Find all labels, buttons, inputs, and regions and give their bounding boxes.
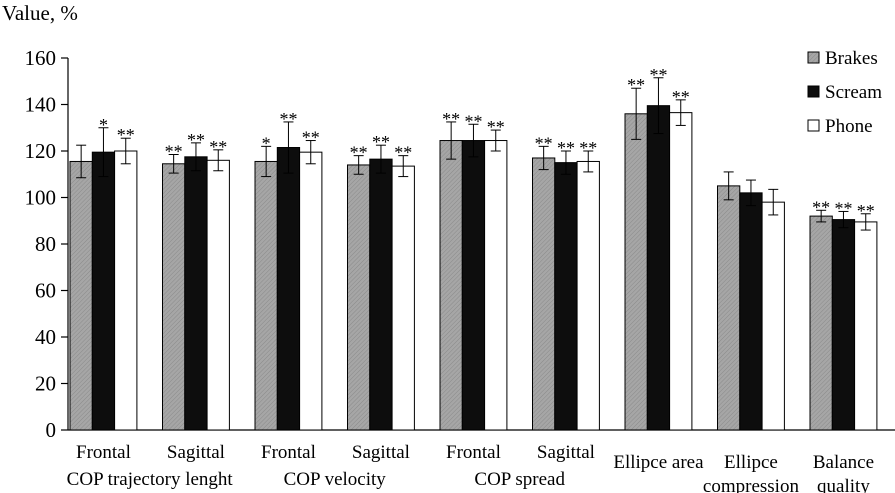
legend-swatch-phone [807, 119, 820, 132]
bar-scream-2 [184, 156, 208, 431]
y-tick-label: 140 [25, 93, 57, 117]
y-axis-label: Value, % [2, 1, 78, 25]
significance-label: ** [302, 128, 320, 148]
significance-label: ** [535, 133, 553, 153]
bar-brakes-2 [162, 163, 186, 431]
significance-label: ** [209, 137, 227, 157]
x-tick-label: compression [703, 476, 800, 493]
bar-brakes-8 [717, 185, 741, 431]
bar-phone-2 [206, 159, 230, 431]
bar-scream-8 [739, 192, 763, 431]
x-group-label: COP velocity [284, 469, 387, 490]
significance-label: ** [165, 141, 183, 161]
significance-label: ** [442, 109, 460, 129]
y-tick-label: 40 [35, 325, 56, 349]
x-tick-label: Ellipce area [613, 452, 704, 473]
x-group-label: COP spread [474, 469, 565, 490]
significance-label: * [99, 115, 108, 135]
significance-label: * [262, 133, 271, 153]
bar-phone-7 [669, 112, 693, 431]
legend-swatch-scream [807, 85, 820, 98]
significance-label: ** [350, 143, 368, 163]
bar-brakes-4 [347, 164, 371, 431]
x-tick-label: Frontal [446, 442, 501, 463]
y-tick-label: 160 [25, 46, 57, 70]
bar-phone-8 [761, 201, 785, 431]
significance-label: ** [857, 201, 875, 221]
x-tick-label: Frontal [76, 442, 131, 463]
legend-label-brakes: Brakes [825, 48, 878, 69]
significance-label: ** [187, 130, 205, 150]
y-tick-label: 100 [25, 186, 57, 210]
legend-label-phone: Phone [825, 116, 873, 137]
x-tick-label: Ellipce [724, 452, 778, 473]
significance-label: ** [279, 109, 297, 129]
bar-phone-5 [484, 140, 508, 431]
x-tick-label: quality [817, 476, 870, 493]
significance-label: ** [557, 138, 575, 158]
significance-label: ** [672, 87, 690, 107]
significance-label: ** [372, 132, 390, 152]
bar-phone-6 [576, 160, 600, 431]
significance-label: ** [627, 75, 645, 95]
bar-scream-9 [831, 219, 856, 431]
significance-label: ** [117, 125, 135, 145]
bar-scream-4 [369, 158, 393, 431]
y-tick-label: 60 [35, 279, 56, 303]
x-tick-label: Sagittal [537, 442, 595, 463]
bar-brakes-5 [439, 140, 463, 431]
x-tick-label: Sagittal [352, 442, 410, 463]
bar-brakes-9 [809, 215, 833, 431]
significance-label: ** [487, 117, 505, 137]
bar-scream-6 [554, 162, 578, 431]
y-tick-label: 20 [35, 372, 56, 396]
bar-scream-5 [461, 140, 486, 431]
bar-scream-3 [276, 147, 301, 431]
significance-label: ** [834, 198, 852, 218]
y-tick-label: 80 [35, 232, 56, 256]
bar-scream-7 [646, 105, 671, 431]
significance-label: ** [394, 143, 412, 163]
bar-brakes-7 [624, 113, 648, 431]
bar-brakes-6 [532, 157, 556, 431]
legend: Brakes Scream Phone [807, 48, 882, 137]
bar-brakes-1 [69, 160, 93, 431]
significance-label: ** [464, 111, 482, 131]
x-tick-label: Frontal [261, 442, 316, 463]
y-tick-label: 120 [25, 139, 57, 163]
x-tick-label: Balance [813, 452, 874, 473]
bar-phone-9 [854, 221, 878, 431]
significance-label: ** [649, 65, 667, 85]
significance-label: ** [579, 138, 597, 158]
x-tick-label: Sagittal [167, 442, 225, 463]
y-tick-label: 0 [46, 418, 57, 442]
bar-brakes-3 [254, 160, 278, 431]
bar-scream-1 [91, 151, 116, 431]
bar-phone-3 [299, 151, 323, 431]
legend-label-scream: Scream [825, 82, 882, 103]
x-group-label: COP trajectory lenght [67, 469, 234, 490]
bar-phone-4 [391, 165, 415, 431]
legend-swatch-brakes [807, 51, 820, 64]
bar-phone-1 [114, 150, 138, 431]
significance-label: ** [812, 197, 830, 217]
